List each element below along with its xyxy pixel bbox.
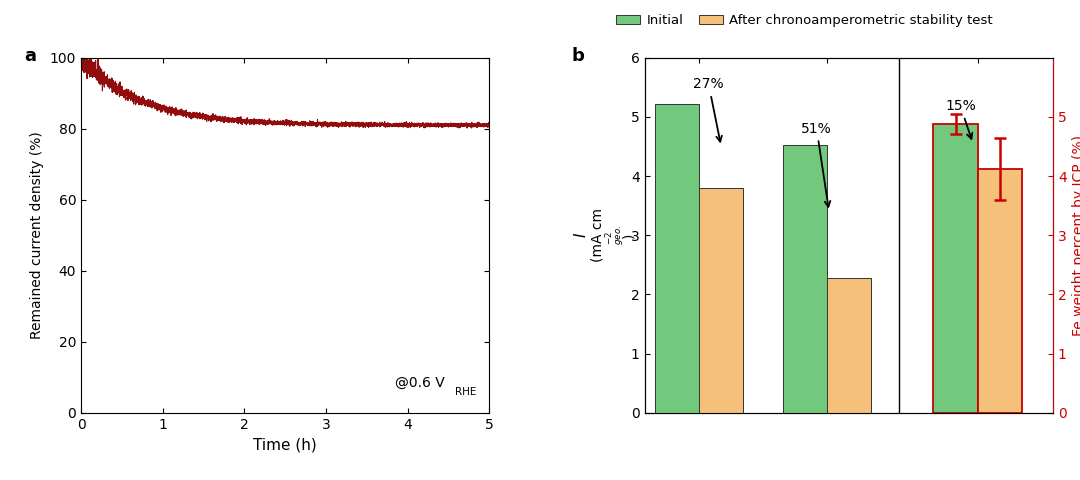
X-axis label: Time (h): Time (h) bbox=[254, 437, 318, 452]
Text: 27%: 27% bbox=[693, 77, 724, 142]
Bar bbox=[977, 169, 1022, 413]
Text: ): ) bbox=[621, 232, 635, 238]
Text: RHE: RHE bbox=[455, 387, 476, 397]
Text: @0.6 V: @0.6 V bbox=[395, 376, 445, 390]
Bar bbox=[783, 145, 827, 413]
Bar bbox=[827, 278, 870, 413]
Text: $^{-2}_{geo.}$: $^{-2}_{geo.}$ bbox=[604, 225, 625, 245]
Y-axis label: Fe weight percent by ICP (%): Fe weight percent by ICP (%) bbox=[1072, 135, 1080, 336]
Text: 51%: 51% bbox=[801, 121, 832, 207]
Bar bbox=[699, 188, 743, 413]
Text: $\it{I}$: $\it{I}$ bbox=[573, 232, 590, 238]
Text: a: a bbox=[24, 47, 36, 65]
Legend: Initial, After chronoamperometric stability test: Initial, After chronoamperometric stabil… bbox=[611, 9, 998, 33]
Text: b: b bbox=[571, 47, 584, 65]
Y-axis label: Remained current density (%): Remained current density (%) bbox=[30, 132, 44, 339]
Text: 15%: 15% bbox=[945, 99, 976, 139]
Text: (mA cm: (mA cm bbox=[591, 208, 605, 262]
Bar bbox=[656, 104, 699, 413]
Bar bbox=[933, 124, 977, 413]
